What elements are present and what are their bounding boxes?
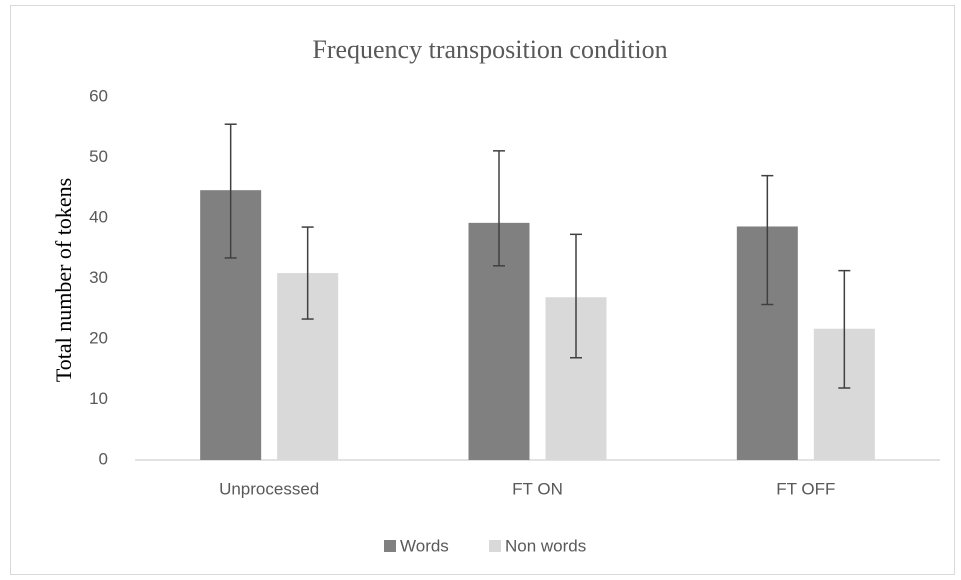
x-tick-label: FT OFF <box>776 479 835 498</box>
x-tick-label: FT ON <box>512 479 563 498</box>
x-tick-label: Unprocessed <box>219 479 319 498</box>
y-tick-label: 40 <box>89 207 108 226</box>
legend-label: Words <box>400 536 449 555</box>
chart-title: Frequency transposition condition <box>312 35 667 64</box>
y-tick-label: 20 <box>89 328 108 347</box>
legend-swatch <box>489 540 501 552</box>
y-tick-label: 0 <box>99 449 108 468</box>
y-tick-label: 60 <box>89 86 108 105</box>
legend-label: Non words <box>505 536 586 555</box>
legend-swatch <box>384 540 396 552</box>
y-tick-label: 30 <box>89 268 108 287</box>
y-tick-label: 50 <box>89 147 108 166</box>
y-tick-label: 10 <box>89 389 108 408</box>
y-axis-label: Total number of tokens <box>51 178 76 382</box>
